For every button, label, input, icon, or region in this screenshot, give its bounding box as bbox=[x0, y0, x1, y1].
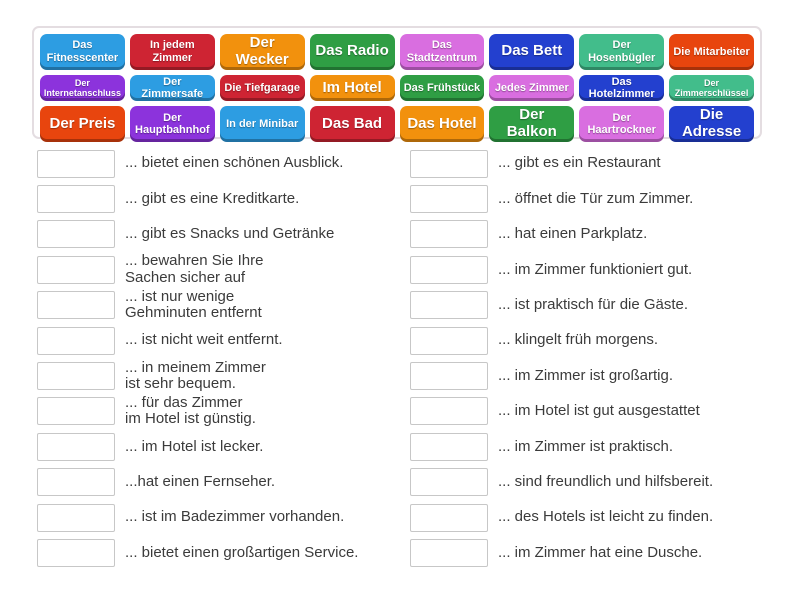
sentence-text: ... ist nicht weit entfernt. bbox=[125, 331, 283, 349]
match-row: ... in meinem Zimmer ist sehr bequem. bbox=[37, 358, 407, 393]
word-tile[interactable]: Jedes Zimmer bbox=[489, 74, 575, 102]
word-tile[interactable]: Das Radio bbox=[309, 34, 395, 70]
sentence-text: ... in meinem Zimmer ist sehr bequem. bbox=[125, 358, 266, 393]
match-row: ... im Zimmer funktioniert gut. bbox=[410, 252, 795, 287]
sentence-text: ... im Hotel ist gut ausgestattet bbox=[498, 402, 700, 420]
answer-slot[interactable] bbox=[37, 255, 115, 284]
word-tile[interactable]: In jedem Zimmer bbox=[129, 34, 215, 70]
sentence-text: ... im Zimmer ist praktisch. bbox=[498, 437, 674, 455]
sentence-text: ... des Hotels ist leicht zu finden. bbox=[498, 508, 714, 526]
match-row: ...hat einen Fernseher. bbox=[37, 465, 407, 500]
match-row: ... bietet einen großartigen Service. bbox=[37, 535, 407, 570]
word-tile[interactable]: Der Balkon bbox=[489, 106, 575, 142]
answer-slot[interactable] bbox=[410, 468, 488, 497]
word-tile[interactable]: Das Frühstück bbox=[399, 74, 485, 102]
answer-slot[interactable] bbox=[37, 326, 115, 355]
answer-slot[interactable] bbox=[410, 362, 488, 391]
sentence-text: ... im Zimmer hat eine Dusche. bbox=[498, 543, 703, 561]
word-tile[interactable]: Das Hotel bbox=[399, 106, 485, 142]
word-tile[interactable]: Der Preis bbox=[40, 106, 125, 142]
match-row: ... im Zimmer ist praktisch. bbox=[410, 429, 795, 464]
sentence-text: ... gibt es Snacks und Getränke bbox=[125, 225, 335, 243]
sentence-text: ... bietet einen großartigen Service. bbox=[125, 543, 359, 561]
answer-slot[interactable] bbox=[37, 538, 115, 567]
sentence-text: ... ist nur wenige Gehminuten entfernt bbox=[125, 287, 262, 322]
match-row: ... im Hotel ist gut ausgestattet bbox=[410, 394, 795, 429]
sentence-text: ... ist im Badezimmer vorhanden. bbox=[125, 508, 345, 526]
answer-slot[interactable] bbox=[37, 468, 115, 497]
match-row: ... gibt es eine Kreditkarte. bbox=[37, 181, 407, 216]
sentence-text: ... hat einen Parkplatz. bbox=[498, 225, 648, 243]
word-tile[interactable]: Die Adresse bbox=[669, 106, 754, 142]
answer-slot[interactable] bbox=[410, 220, 488, 249]
answer-slot[interactable] bbox=[37, 503, 115, 532]
answer-slot[interactable] bbox=[410, 326, 488, 355]
answer-slot[interactable] bbox=[410, 397, 488, 426]
sentence-text: ... bietet einen schönen Ausblick. bbox=[125, 154, 344, 172]
match-row: ... sind freundlich und hilfsbereit. bbox=[410, 465, 795, 500]
answer-slot[interactable] bbox=[410, 538, 488, 567]
match-row: ... ist im Badezimmer vorhanden. bbox=[37, 500, 407, 535]
answer-slot[interactable] bbox=[37, 291, 115, 320]
answer-slot[interactable] bbox=[410, 255, 488, 284]
answer-slot[interactable] bbox=[37, 220, 115, 249]
word-tile[interactable]: Der Zimmersafe bbox=[129, 74, 215, 102]
answer-slot[interactable] bbox=[410, 291, 488, 320]
answer-slot[interactable] bbox=[37, 149, 115, 178]
answer-slot[interactable] bbox=[37, 397, 115, 426]
sentence-text: ... ist praktisch für die Gäste. bbox=[498, 296, 689, 313]
match-column-left: ... bietet einen schönen Ausblick. ... gi… bbox=[37, 146, 407, 571]
answer-slot[interactable] bbox=[410, 503, 488, 532]
sentence-text: ... öffnet die Tür zum Zimmer. bbox=[498, 189, 694, 207]
word-tile[interactable]: Das Bett bbox=[489, 34, 575, 70]
word-tile[interactable]: Der Internetanschluss bbox=[40, 74, 125, 102]
word-tile[interactable]: Das Hotelzimmer bbox=[579, 74, 665, 102]
sentence-text: ... klingelt früh morgens. bbox=[498, 331, 659, 349]
match-row: ... gibt es ein Restaurant bbox=[410, 146, 795, 181]
match-row: ... ist praktisch für die Gäste. bbox=[410, 288, 795, 323]
word-tile[interactable]: Das Bad bbox=[309, 106, 395, 142]
match-row: ... gibt es Snacks und Getränke bbox=[37, 217, 407, 252]
sentence-text: ... bewahren Sie Ihre Sachen sicher auf bbox=[125, 252, 264, 286]
match-row: ... bewahren Sie Ihre Sachen sicher auf bbox=[37, 252, 407, 287]
match-row: ... bietet einen schönen Ausblick. bbox=[37, 146, 407, 181]
match-row: ... des Hotels ist leicht zu finden. bbox=[410, 500, 795, 535]
word-tile[interactable]: Das Fitnesscenter bbox=[40, 34, 125, 70]
sentence-text: ... gibt es eine Kreditkarte. bbox=[125, 189, 300, 207]
answer-slot[interactable] bbox=[37, 362, 115, 391]
answer-slot[interactable] bbox=[410, 185, 488, 214]
sentence-text: ... für das Zimmer im Hotel ist günstig. bbox=[125, 393, 256, 428]
word-tile[interactable]: Der Wecker bbox=[219, 34, 305, 70]
match-row: ... klingelt früh morgens. bbox=[410, 323, 795, 358]
match-row: ... im Hotel ist lecker. bbox=[37, 429, 407, 464]
match-row: ... ist nicht weit entfernt. bbox=[37, 323, 407, 358]
word-tile[interactable]: Die Mitarbeiter bbox=[669, 34, 754, 70]
word-tile[interactable]: Der Hauptbahnhof bbox=[129, 106, 215, 142]
match-row: ... im Zimmer ist großartig. bbox=[410, 358, 795, 393]
answer-slot[interactable] bbox=[410, 149, 488, 178]
word-tile[interactable]: In der Minibar bbox=[219, 106, 305, 142]
match-row: ... hat einen Parkplatz. bbox=[410, 217, 795, 252]
match-row: ... für das Zimmer im Hotel ist günstig. bbox=[37, 394, 407, 429]
sentence-text: ... im Zimmer ist großartig. bbox=[498, 366, 674, 384]
match-row: ... öffnet die Tür zum Zimmer. bbox=[410, 181, 795, 216]
word-tile[interactable]: Der Haartrockner bbox=[579, 106, 665, 142]
sentence-text: ... im Hotel ist lecker. bbox=[125, 437, 264, 455]
match-row: ... ist nur wenige Gehminuten entfernt bbox=[37, 288, 407, 323]
word-tile[interactable]: Das Stadtzentrum bbox=[399, 34, 485, 70]
match-row: ... im Zimmer hat eine Dusche. bbox=[410, 535, 795, 570]
word-tile[interactable]: Der Zimmerschlüssel bbox=[669, 74, 754, 102]
word-tile[interactable]: Der Hosenbügler bbox=[579, 34, 665, 70]
answer-slot[interactable] bbox=[410, 432, 488, 461]
word-tile[interactable]: Im Hotel bbox=[309, 74, 395, 102]
word-bank-panel: Das Fitnesscenter In jedem Zimmer Der Weck… bbox=[32, 26, 762, 142]
sentence-text: ... im Zimmer funktioniert gut. bbox=[498, 260, 693, 278]
answer-slot[interactable] bbox=[37, 432, 115, 461]
sentence-text: ... sind freundlich und hilfsbereit. bbox=[498, 472, 714, 490]
answer-slot[interactable] bbox=[37, 185, 115, 214]
sentence-text: ... gibt es ein Restaurant bbox=[498, 154, 661, 172]
match-column-right: ... gibt es ein Restaurant ... öffnet die… bbox=[410, 146, 795, 571]
word-tile[interactable]: Die Tiefgarage bbox=[219, 74, 305, 102]
sentence-text: ...hat einen Fernseher. bbox=[125, 472, 276, 490]
